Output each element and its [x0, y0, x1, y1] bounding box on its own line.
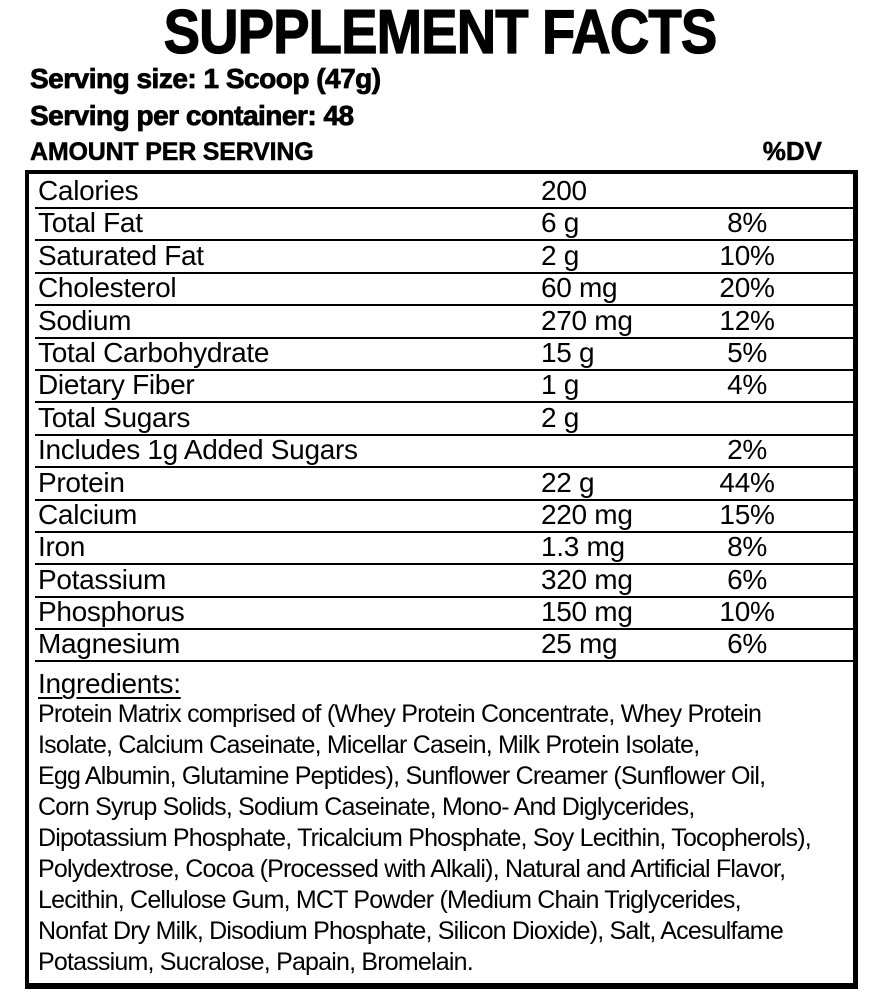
serving-size-text: Serving size: 1 Scoop (47g) [30, 63, 382, 94]
nutrient-name: Calories [38, 175, 139, 206]
nutrient-amount: 2 g [541, 401, 580, 433]
ingredients-line: Nonfat Dry Milk, Disodium Phosphate, Sil… [38, 917, 784, 946]
servings-per-container-text: Serving per container: 48 [30, 100, 355, 131]
nutrient-name: Cholesterol [38, 272, 177, 304]
nutrient-amount: 25 mg [541, 628, 618, 660]
table-row: Saturated Fat 2 g 10% [35, 239, 853, 274]
nutrient-amount: 220 mg [541, 498, 633, 530]
ingredients-line: Protein Matrix comprised of (Whey Protei… [38, 700, 762, 729]
nutrient-name: Dietary Fiber [38, 369, 195, 401]
nutrient-dv: 10% [719, 596, 775, 628]
nutrient-name: Total Sugars [38, 401, 191, 433]
table-row: Calcium 220 mg 15% [35, 498, 853, 533]
nutrient-name: Calcium [38, 498, 138, 530]
nutrient-name: Magnesium [38, 628, 181, 660]
nutrient-name: Total Fat [38, 207, 143, 239]
table-row: Magnesium 25 mg 6% [35, 628, 853, 663]
nutrient-amount: 22 g [541, 466, 595, 498]
nutrient-amount: 320 mg [541, 563, 633, 595]
table-row: Includes 1g Added Sugars 2% [35, 434, 853, 469]
nutrient-amount: 1.3 mg [541, 531, 625, 563]
nutrient-amount: 1 g [541, 369, 580, 401]
table-row: Sodium 270 mg 12% [35, 304, 853, 339]
nutrient-amount: 270 mg [541, 304, 633, 336]
nutrient-amount: 200 [541, 175, 587, 206]
nutrient-name: Iron [38, 531, 86, 563]
ingredients-line: Isolate, Calcium Caseinate, Micellar Cas… [38, 731, 700, 760]
table-row: Cholesterol 60 mg 20% [35, 272, 853, 307]
nutrient-name: Includes 1g Added Sugars [38, 434, 358, 466]
table-row: Protein 22 g 44% [35, 466, 853, 501]
table-row: Total Carbohydrate 15 g 5% [35, 336, 853, 371]
ingredients-line: Potassium, Sucralose, Papain, Bromelain. [38, 948, 474, 977]
nutrient-name: Saturated Fat [38, 239, 204, 271]
ingredients-line: Egg Albumin, Glutamine Peptides), Sunflo… [38, 762, 766, 791]
percent-dv-label: %DV [762, 136, 822, 166]
amount-per-serving-label: AMOUNT PER SERVING [30, 138, 314, 166]
nutrient-dv: 6% [727, 563, 767, 595]
nutrient-amount: 150 mg [541, 596, 633, 628]
nutrient-amount: 2 g [541, 239, 580, 271]
nutrient-dv: 4% [727, 369, 767, 401]
nutrient-amount: 60 mg [541, 272, 618, 304]
ingredients-heading: Ingredients: [38, 668, 181, 700]
nutrient-dv: 8% [727, 207, 767, 239]
ingredients-line: Corn Syrup Solids, Sodium Caseinate, Mon… [38, 793, 695, 822]
nutrient-amount: 6 g [541, 207, 580, 239]
nutrient-amount: 15 g [541, 336, 595, 368]
nutrient-name: Protein [38, 466, 125, 498]
nutrient-dv: 8% [727, 531, 767, 563]
table-row: Total Fat 6 g 8% [35, 207, 853, 242]
nutrient-name: Total Carbohydrate [38, 336, 270, 368]
nutrient-dv: 5% [727, 336, 767, 368]
nutrient-dv: 2% [727, 434, 767, 466]
nutrient-dv: 6% [727, 628, 767, 660]
facts-table: Calories 200 Total Fat 6 g 8% Saturated … [25, 170, 858, 989]
nutrient-name: Potassium [38, 563, 167, 595]
ingredients-line: Lecithin, Cellulose Gum, MCT Powder (Med… [38, 886, 742, 915]
nutrient-dv: 20% [719, 272, 775, 304]
table-row: Calories 200 [35, 174, 853, 209]
nutrient-dv: 44% [719, 466, 775, 498]
table-row: Dietary Fiber 1 g 4% [35, 369, 853, 404]
table-row: Total Sugars 2 g [35, 401, 853, 436]
ingredients-section: Ingredients: Protein Matrix comprised of… [29, 662, 853, 978]
nutrient-name: Phosphorus [38, 596, 185, 628]
page-title: SUPPLEMENT FACTS [163, 0, 718, 67]
table-row: Phosphorus 150 mg 10% [35, 596, 853, 631]
facts-table-rows: Calories 200 Total Fat 6 g 8% Saturated … [35, 174, 853, 663]
table-row: Iron 1.3 mg 8% [35, 531, 853, 566]
nutrient-dv: 12% [719, 304, 775, 336]
nutrient-dv: 15% [719, 498, 775, 530]
ingredients-line: Polydextrose, Cocoa (Processed with Alka… [38, 855, 786, 884]
nutrient-name: Sodium [38, 304, 132, 336]
table-row: Potassium 320 mg 6% [35, 563, 853, 598]
nutrient-dv: 10% [719, 239, 775, 271]
ingredients-line: Dipotassium Phosphate, Tricalcium Phosph… [38, 824, 812, 853]
